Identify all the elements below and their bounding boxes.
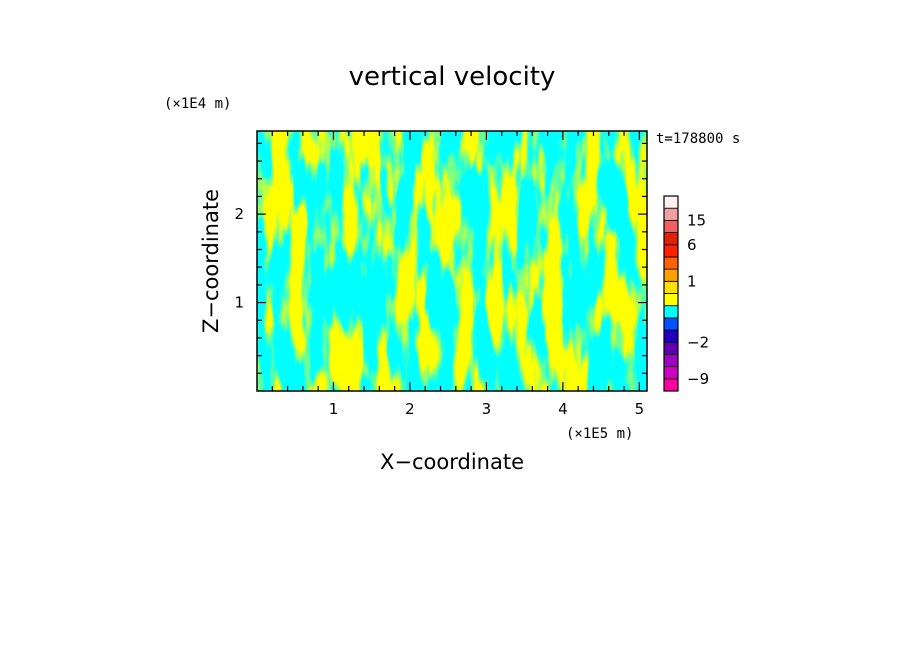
- colorbar-bin: [663, 256, 679, 270]
- y-axis-ticks: 12: [234, 142, 647, 374]
- colorbar-bin: [663, 219, 679, 233]
- x-tick-label: 3: [482, 400, 492, 418]
- colorbar-bin: [663, 232, 679, 246]
- positive-velocity-field: [257, 131, 647, 391]
- colorbar-bin: [663, 341, 679, 355]
- colorbar: −9 −2 1 6 15: [663, 195, 709, 392]
- colorbar-tick-label: 15: [687, 211, 706, 229]
- colorbar-bin: [663, 207, 679, 221]
- colorbar-bin: [663, 293, 679, 307]
- colorbar-bin: [663, 354, 679, 368]
- x-axis-ticks: 1 2 3 4 5: [271, 131, 645, 418]
- colorbar-bin: [663, 195, 679, 209]
- x-tick-label: 4: [558, 400, 568, 418]
- x-axis-label: X−coordinate: [380, 450, 524, 474]
- x-tick-label: 5: [635, 400, 645, 418]
- plot-area: [257, 131, 647, 391]
- y-axis-label: Z−coordinate: [199, 189, 223, 333]
- colorbar-bin: [663, 329, 679, 343]
- x-tick-label: 1: [329, 400, 339, 418]
- colorbar-bin: [663, 317, 679, 331]
- colorbar-tick-label: 1: [687, 272, 697, 290]
- colorbar-bin: [663, 378, 679, 392]
- colorbar-tick-label: −9: [687, 370, 709, 388]
- x-axis-unit: (×1E5 m): [566, 426, 633, 442]
- y-tick-label: 1: [234, 294, 244, 312]
- y-tick-label: 2: [234, 205, 244, 223]
- x-tick-label: 2: [405, 400, 415, 418]
- colorbar-tick-label: 6: [687, 236, 697, 254]
- colorbar-bin: [663, 305, 679, 319]
- time-label: t=178800 s: [656, 131, 740, 147]
- y-axis-unit: (×1E4 m): [164, 96, 231, 112]
- plot-frame: [256, 130, 648, 392]
- colorbar-bin: [663, 280, 679, 294]
- colorbar-bin: [663, 244, 679, 258]
- colorbar-bin: [663, 366, 679, 380]
- chart-title: vertical velocity: [349, 62, 556, 92]
- colorbar-frame: [663, 195, 679, 392]
- colorbar-tick-label: −2: [687, 333, 709, 351]
- colorbar-bin: [663, 268, 679, 282]
